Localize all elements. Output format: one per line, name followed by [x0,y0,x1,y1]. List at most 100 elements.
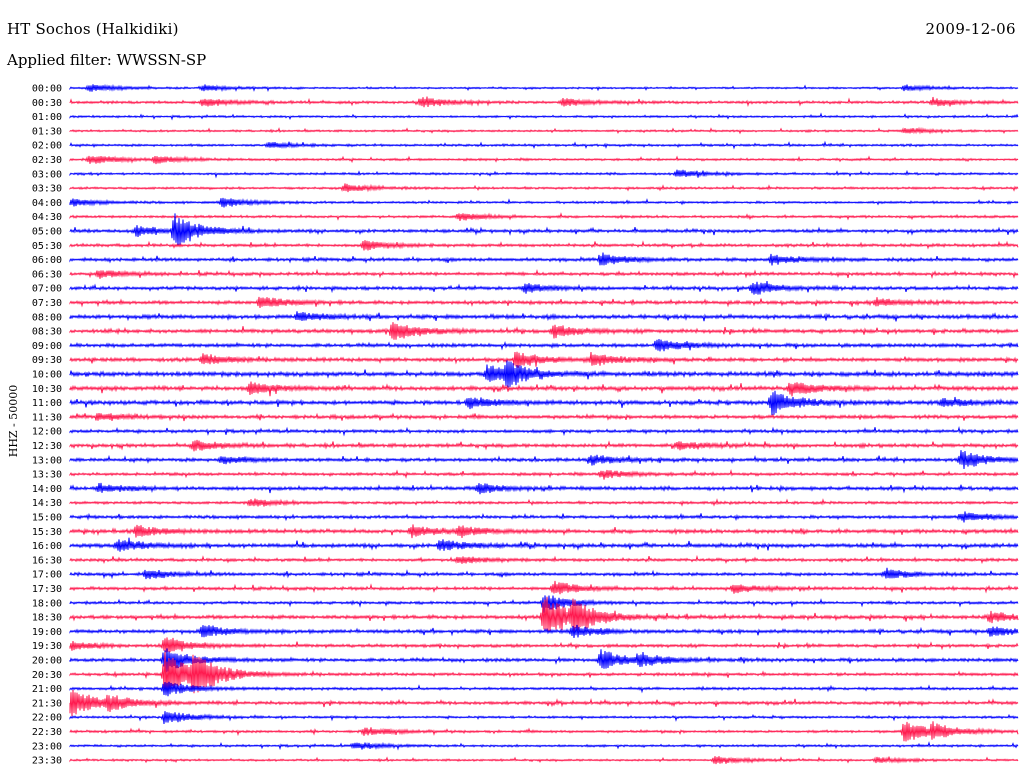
trace-row [69,240,1019,251]
trace-row [69,360,1019,388]
trace-row [69,652,1019,694]
row-time-label: 11:30 [32,412,62,423]
trace-row [69,741,1019,751]
row-time-label: 04:00 [32,198,62,209]
trace-row [69,482,1019,495]
row-time-label: 23:00 [32,741,62,752]
row-time-label: 22:30 [32,727,62,738]
trace-row [69,689,1019,717]
trace-row [69,252,1019,266]
trace-row [69,524,1019,539]
trace-row [69,596,1019,634]
trace-row [69,595,1019,613]
row-time-label: 09:00 [32,341,62,352]
row-time-label: 03:00 [32,169,62,180]
row-time-label: 02:30 [32,155,62,166]
row-time-label: 17:30 [32,584,62,595]
trace-row [69,322,1019,340]
row-time-label: 10:30 [32,384,62,395]
trace-row [69,197,1019,208]
trace-row [69,511,1019,523]
trace-row [69,83,1019,93]
row-time-label: 19:30 [32,641,62,652]
row-time-label: 00:30 [32,98,62,109]
row-time-label: 01:00 [32,112,62,123]
row-time-label: 13:00 [32,455,62,466]
trace-row [69,580,1019,595]
row-time-label: 12:30 [32,441,62,452]
trace-row [69,637,1019,653]
row-time-label: 23:30 [32,756,62,767]
trace-row [69,351,1019,368]
trace-row [69,681,1019,697]
row-time-label: 16:30 [32,555,62,566]
row-time-label: 00:00 [32,84,62,95]
row-time-label: 05:30 [32,241,62,252]
trace-row [69,648,1019,673]
trace-row [69,212,1019,222]
row-time-label: 16:00 [32,541,62,552]
trace-row [69,439,1019,452]
applied-filter-label: Applied filter: WWSSN-SP [7,51,207,69]
row-time-label: 02:00 [32,141,62,152]
trace-row [69,554,1019,565]
trace-row [69,412,1019,422]
record-date: 2009-12-06 [925,20,1016,38]
trace-row [69,390,1019,416]
row-time-label: 11:00 [32,398,62,409]
row-time-label: 13:30 [32,470,62,481]
trace-row [69,296,1019,308]
row-time-label: 21:00 [32,684,62,695]
trace-row [69,213,1019,246]
row-time-label: 15:00 [32,513,62,524]
row-time-label: 14:00 [32,484,62,495]
seismic-traces [69,83,1019,765]
trace-row [69,567,1019,580]
row-time-label: 07:00 [32,284,62,295]
trace-row [69,450,1019,470]
row-time-label: 01:30 [32,126,62,137]
trace-row [69,624,1019,638]
row-time-label: 05:00 [32,227,62,238]
trace-row [69,339,1019,352]
row-time-label: 04:30 [32,212,62,223]
row-time-label: 19:00 [32,627,62,638]
row-time-label: 12:00 [32,427,62,438]
trace-row [69,468,1019,480]
trace-row [69,183,1019,193]
trace-row [69,711,1019,724]
trace-row [69,126,1019,135]
trace-row [69,96,1019,108]
row-time-label: 22:00 [32,713,62,724]
row-time-label: 18:00 [32,598,62,609]
trace-row [69,537,1019,552]
trace-row [69,155,1019,165]
time-labels: 00:00 00:30 01:00 01:30 02:00 02:30 03:00 03:30… [32,84,62,767]
trace-row [69,169,1019,179]
row-time-label: 06:00 [32,255,62,266]
row-time-label: 06:30 [32,269,62,280]
row-time-label: 03:30 [32,184,62,195]
trace-row [69,498,1019,507]
row-time-label: 15:30 [32,527,62,538]
station-title: HT Sochos (Halkidiki) [7,20,179,38]
trace-row [69,426,1019,437]
trace-row [69,268,1019,280]
row-time-label: 10:00 [32,370,62,381]
row-time-label: 08:30 [32,327,62,338]
row-time-label: 07:30 [32,298,62,309]
trace-row [69,381,1019,397]
row-time-label: 09:30 [32,355,62,366]
trace-row [69,311,1019,322]
trace-row [69,721,1019,742]
row-time-label: 14:30 [32,498,62,509]
trace-row [69,112,1019,121]
row-time-label: 20:30 [32,670,62,681]
row-time-label: 08:00 [32,312,62,323]
row-time-label: 18:30 [32,613,62,624]
row-time-label: 20:00 [32,656,62,667]
row-time-label: 17:00 [32,570,62,581]
row-time-label: 21:30 [32,698,62,709]
trace-row [69,756,1019,765]
